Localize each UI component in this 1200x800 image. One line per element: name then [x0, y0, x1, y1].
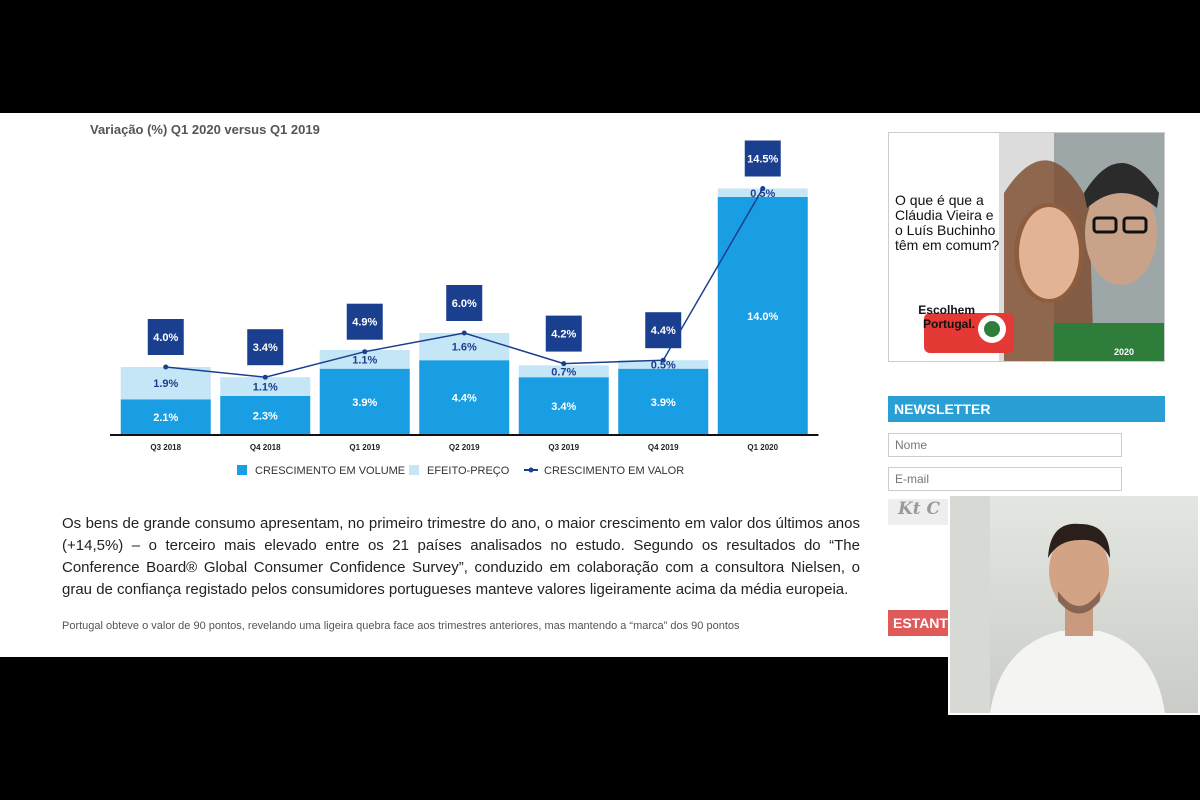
x-tick-label: Q3 2018 — [150, 443, 181, 452]
x-tick-label: Q2 2019 — [449, 443, 480, 452]
bar-label: 1.6% — [452, 342, 477, 354]
x-tick-label: Q4 2018 — [250, 443, 281, 452]
value-label-box — [147, 319, 184, 355]
value-point — [163, 364, 169, 370]
x-tick-label: Q1 2020 — [747, 443, 778, 452]
value-label: 4.0% — [153, 332, 178, 344]
value-label: 4.2% — [551, 329, 576, 341]
chart: 2.1% 1.9% Q3 2018 2.3% 1.1% Q4 2018 3.9% 1.1% Q1… — [110, 140, 819, 477]
bar-label: 0.5% — [651, 359, 676, 371]
value-label-box — [446, 285, 483, 321]
ad-art — [924, 160, 1164, 361]
bar-segment — [419, 333, 510, 361]
value-point — [760, 186, 766, 191]
bar-segment — [618, 368, 709, 435]
webcam-person — [950, 496, 1165, 713]
value-label: 6.0% — [452, 298, 477, 310]
value-label: 14.5% — [747, 154, 778, 166]
legend-label: CRESCIMENTO EM VOLUME — [255, 465, 405, 477]
name-input[interactable]: Nome — [888, 433, 1122, 457]
value-label-box — [744, 140, 781, 177]
bar-label: 1.1% — [253, 382, 278, 394]
value-point — [262, 374, 268, 380]
legend-dot — [528, 467, 534, 473]
legend-label: CRESCIMENTO EM VALOR — [544, 465, 684, 477]
value-point — [461, 330, 467, 336]
value-label: 4.4% — [651, 325, 676, 337]
legend-swatch — [409, 465, 419, 475]
bar-segment — [618, 360, 709, 369]
ad-answer: Escolhem Portugal. — [918, 303, 975, 331]
bar-label: 0.7% — [551, 366, 576, 378]
captcha: Kt C — [888, 499, 958, 525]
value-label: 4.9% — [352, 317, 377, 329]
x-tick-label: Q1 2019 — [349, 443, 380, 452]
bar-segment — [120, 367, 211, 400]
bar-segment — [717, 188, 808, 197]
bar-segment — [419, 360, 510, 435]
x-tick-label: Q4 2019 — [648, 443, 679, 452]
ad-footer: 2020 — [1113, 347, 1134, 357]
value-label-box — [645, 312, 682, 349]
bar-segment — [717, 197, 808, 435]
bar-label: 1.9% — [153, 378, 178, 390]
chart-title: Variação (%) Q1 2020 versus Q1 2019 — [90, 122, 320, 137]
bar-segment — [220, 395, 311, 435]
bar-segment — [518, 365, 609, 378]
legend-label: EFEITO-PREÇO — [427, 465, 510, 477]
newsletter-header: NEWSLETTER — [888, 396, 1165, 422]
bar-segment — [518, 377, 609, 435]
value-point — [660, 357, 666, 363]
x-tick-label: Q3 2019 — [548, 443, 579, 452]
value-label: 3.4% — [253, 342, 278, 354]
browser-view: Variação (%) Q1 2020 versus Q1 2019 2.1%… — [0, 113, 1200, 657]
bar-label: 3.9% — [651, 397, 676, 409]
value-point — [561, 361, 567, 367]
bar-label: 2.3% — [253, 410, 278, 422]
bar-label: 4.4% — [452, 393, 477, 405]
bar-label: 1.1% — [352, 354, 377, 366]
paragraph: Os bens de grande consumo apresentam, no… — [62, 515, 860, 598]
bar-label: 3.9% — [352, 397, 377, 409]
bar-label: 3.4% — [551, 401, 576, 413]
value-label-box — [346, 303, 383, 340]
webcam-overlay — [948, 494, 1200, 715]
bar-label: 0.5% — [750, 188, 775, 200]
ad-banner[interactable]: O que é que a Cláudia Vieira e o Luís Bu… — [888, 132, 1165, 362]
paragraph: Portugal obteve o valor de 90 pontos, re… — [62, 620, 740, 632]
bar-segment — [319, 368, 410, 435]
value-point — [362, 349, 368, 355]
bar-segment — [319, 350, 410, 369]
bar-label: 14.0% — [747, 311, 778, 323]
bar-label: 2.1% — [153, 412, 178, 424]
email-input[interactable]: E-mail — [888, 467, 1122, 491]
bar-segment — [120, 399, 211, 435]
legend-swatch — [237, 465, 247, 475]
ad-question: O que é que a Cláudia Vieira e o Luís Bu… — [895, 192, 1000, 253]
value-label-box — [545, 315, 582, 352]
value-label-box — [247, 329, 284, 366]
bar-segment — [220, 377, 311, 396]
article: Os bens de grande consumo apresentam, no… — [62, 513, 860, 651]
